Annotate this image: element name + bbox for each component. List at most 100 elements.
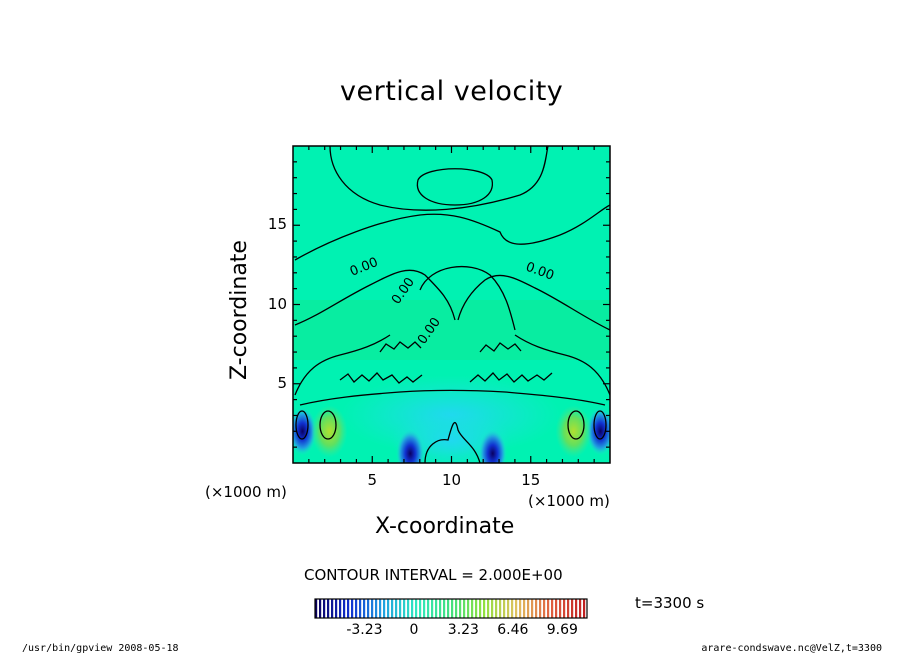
y-tick-label: 10 bbox=[267, 294, 287, 313]
axis-ticks bbox=[293, 146, 610, 463]
colorbar-strip bbox=[543, 599, 546, 618]
colorbar-strip bbox=[335, 599, 338, 618]
updraft-region bbox=[311, 405, 348, 458]
contour-noise-2 bbox=[469, 372, 553, 383]
colorbar-strip bbox=[415, 599, 418, 618]
contour-noise-1 bbox=[339, 372, 423, 384]
contour-arch bbox=[419, 265, 516, 331]
colorbar-strip bbox=[423, 599, 426, 618]
colorbar-strip bbox=[503, 599, 506, 618]
colorbar-strip bbox=[431, 599, 434, 618]
colorbar-strip bbox=[555, 599, 558, 618]
colorbar-strip bbox=[475, 599, 478, 618]
contour-upper-mid bbox=[294, 204, 610, 261]
contour-right-low bbox=[514, 334, 610, 396]
colorbar-strip bbox=[547, 599, 550, 618]
colorbar-strip bbox=[451, 599, 454, 618]
colorbar-strip bbox=[463, 599, 466, 618]
colorbar-strip bbox=[367, 599, 370, 618]
x-axis-unit: (×1000 m) bbox=[528, 492, 610, 510]
colorbar-strip bbox=[483, 599, 486, 618]
downdraft-region bbox=[396, 429, 425, 463]
time-label: t=3300 s bbox=[635, 594, 705, 612]
plot-area: 0.00 0.00 0.00 0.00 bbox=[293, 146, 610, 463]
colorbar-strip bbox=[407, 599, 410, 618]
colorbar-strip bbox=[447, 599, 450, 618]
colorbar-strip bbox=[523, 599, 526, 618]
colorbar-strip bbox=[379, 599, 382, 618]
colorbar-strip bbox=[471, 599, 474, 618]
colorbar-tick-label: 0 bbox=[409, 622, 419, 638]
contour-base-band bbox=[299, 389, 606, 406]
colorbar-strip bbox=[315, 599, 318, 618]
colorbar-strip bbox=[435, 599, 438, 618]
colorbar-strip bbox=[391, 599, 394, 618]
colorbar-strip bbox=[455, 599, 458, 618]
colorbar-strip bbox=[507, 599, 510, 618]
colorbar-strip bbox=[375, 599, 378, 618]
colorbar-strip bbox=[579, 599, 582, 618]
colorbar-tick-label: -3.23 bbox=[346, 622, 383, 638]
colorbar-strip bbox=[403, 599, 406, 618]
colorbar-strip bbox=[387, 599, 390, 618]
contour-top-closed bbox=[416, 168, 493, 206]
colorbar-strip bbox=[551, 599, 554, 618]
x-tick-label: 5 bbox=[367, 471, 378, 489]
downdraft-region bbox=[478, 429, 507, 463]
contour-right-updraft bbox=[567, 410, 585, 440]
footer-left: /usr/bin/gpview 2008-05-18 bbox=[22, 643, 179, 654]
contour-right-downdraft bbox=[593, 410, 607, 440]
colorbar-strip bbox=[527, 599, 530, 618]
contour-interval: CONTOUR INTERVAL = 2.000E+00 bbox=[304, 566, 563, 584]
colorbar-tick-label: 9.69 bbox=[546, 622, 578, 638]
contour-mid-left bbox=[294, 269, 456, 326]
colorbar-strip bbox=[575, 599, 578, 618]
y-axis-unit: (×1000 m) bbox=[205, 483, 287, 501]
colorbar-strip bbox=[355, 599, 358, 618]
colorbar-tick-label: 6.46 bbox=[497, 622, 529, 638]
colorbar-strip bbox=[383, 599, 386, 618]
contour-lines bbox=[294, 146, 610, 463]
colorbar-strip bbox=[411, 599, 414, 618]
colorbar-strip bbox=[583, 599, 586, 618]
contour-noise-4 bbox=[479, 342, 522, 353]
colorbar-strip bbox=[331, 599, 334, 618]
colorbar-strip bbox=[495, 599, 498, 618]
colorbar-strip bbox=[347, 599, 350, 618]
contour-mid-right bbox=[457, 274, 610, 331]
colorbar-strip bbox=[319, 599, 322, 618]
colorbar-strip bbox=[399, 599, 402, 618]
contour-noise-3 bbox=[379, 341, 422, 353]
colorbar-strip bbox=[371, 599, 374, 618]
colorbar-frame bbox=[314, 598, 588, 619]
colorbar-strip bbox=[359, 599, 362, 618]
colorbar-strip bbox=[427, 599, 430, 618]
colorbar-strip bbox=[535, 599, 538, 618]
colorbar-strip bbox=[363, 599, 366, 618]
y-tick-label: 15 bbox=[267, 215, 287, 234]
colorbar-strip bbox=[539, 599, 542, 618]
colorbar-strip bbox=[351, 599, 354, 618]
colorbar-strip bbox=[511, 599, 514, 618]
colorbar-strip bbox=[439, 599, 442, 618]
colorbar-strip bbox=[479, 599, 482, 618]
colorbar-strip bbox=[467, 599, 470, 618]
y-tick-label: 5 bbox=[277, 373, 287, 392]
colorbar-strip bbox=[323, 599, 326, 618]
contour-left-downdraft bbox=[295, 410, 309, 440]
x-tick-label: 15 bbox=[521, 471, 541, 489]
colorbar-strip bbox=[515, 599, 518, 618]
downdraft-region bbox=[586, 407, 610, 456]
colorbar bbox=[314, 598, 588, 619]
colorbar-strip bbox=[531, 599, 534, 618]
colorbar-strip bbox=[559, 599, 562, 618]
contour-left-low bbox=[294, 334, 391, 396]
colorbar-strip bbox=[419, 599, 422, 618]
colorbar-tick-label: 3.23 bbox=[447, 622, 479, 638]
contour-upper-left bbox=[329, 146, 549, 211]
colorbar-strip bbox=[339, 599, 342, 618]
x-axis-label: X-coordinate bbox=[375, 514, 515, 539]
colorbar-strip bbox=[491, 599, 494, 618]
colorbar-strip bbox=[327, 599, 330, 618]
